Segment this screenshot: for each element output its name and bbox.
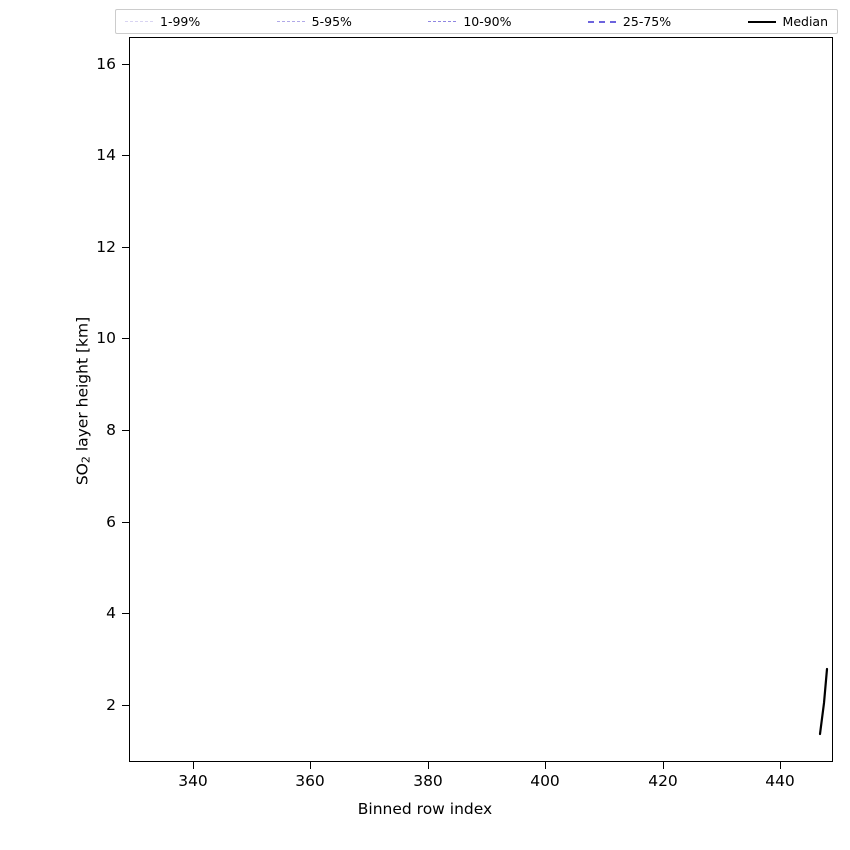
legend-line-icon-median	[747, 20, 776, 23]
ytick-mark-16	[122, 64, 129, 65]
legend-entry-1-99: 1-99%	[125, 14, 200, 29]
legend-entry-10-90: 10-90%	[428, 14, 512, 29]
xtick-mark-420	[663, 762, 664, 769]
legend-label-5-95: 5-95%	[311, 14, 352, 29]
xtick-mark-400	[545, 762, 546, 769]
ytick-label-2: 2	[106, 696, 116, 714]
ytick-label-16: 16	[96, 55, 116, 73]
y-axis-label-prefix: SO	[73, 463, 92, 486]
legend-entry-25-75: 25-75%	[587, 14, 672, 29]
xtick-mark-440	[780, 762, 781, 769]
xtick-label-360: 360	[295, 772, 325, 790]
ytick-label-4: 4	[106, 604, 116, 622]
legend-line-icon-25-75	[587, 20, 616, 23]
x-axis-label: Binned row index	[357, 800, 493, 818]
legend-entry-5-95: 5-95%	[276, 14, 352, 29]
xtick-mark-360	[310, 762, 311, 769]
ytick-mark-4	[122, 613, 129, 614]
ytick-label-8: 8	[106, 421, 116, 439]
ytick-label-14: 14	[96, 146, 116, 164]
ytick-label-6: 6	[106, 513, 116, 531]
xtick-mark-380	[428, 762, 429, 769]
xtick-label-380: 380	[413, 772, 443, 790]
legend-line-icon-1-99	[125, 21, 153, 22]
legend-label-median: Median	[782, 14, 828, 29]
xtick-label-400: 400	[530, 772, 560, 790]
legend-label-10-90: 10-90%	[463, 14, 512, 29]
legend-label-1-99: 1-99%	[160, 14, 201, 29]
ytick-mark-2	[122, 705, 129, 706]
legend-line-icon-10-90	[428, 21, 457, 22]
legend-line-icon-5-95	[276, 21, 305, 22]
series-line-median	[818, 667, 829, 736]
legend-label-25-75: 25-75%	[622, 14, 672, 29]
xtick-label-420: 420	[648, 772, 678, 790]
xtick-label-340: 340	[178, 772, 208, 790]
ytick-label-12: 12	[96, 238, 116, 256]
xtick-label-440: 440	[765, 772, 795, 790]
plot-area	[129, 37, 833, 762]
ytick-mark-10	[122, 338, 129, 339]
ytick-label-10: 10	[96, 329, 116, 347]
y-axis-label-subscript: 2	[79, 456, 93, 464]
ytick-mark-12	[122, 247, 129, 248]
data-layer	[818, 667, 829, 736]
chart-legend: 1-99% 5-95% 10-90% 25-75% Median	[115, 9, 838, 34]
ytick-mark-8	[122, 430, 129, 431]
legend-entry-median: Median	[747, 14, 828, 29]
ytick-mark-6	[122, 522, 129, 523]
xtick-mark-340	[193, 762, 194, 769]
ytick-mark-14	[122, 155, 129, 156]
